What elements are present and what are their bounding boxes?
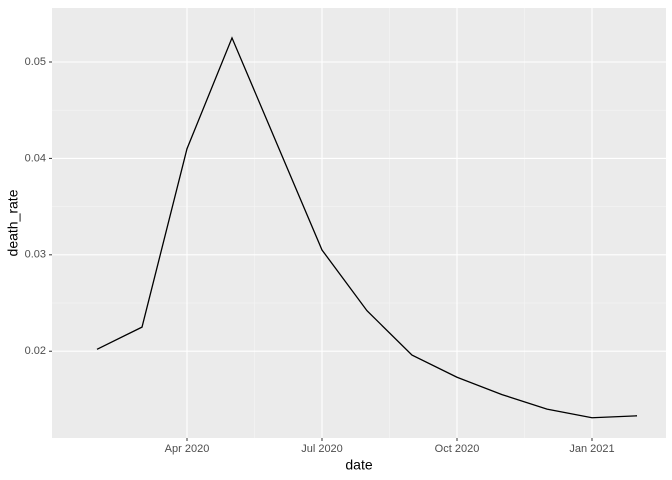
panel bbox=[52, 8, 666, 438]
x-tick-label: Oct 2020 bbox=[435, 443, 480, 455]
x-axis-title: date bbox=[345, 457, 372, 473]
x-tick-label: Jan 2021 bbox=[569, 443, 614, 455]
y-tick-label: 0.04 bbox=[25, 152, 46, 164]
data-line bbox=[96, 36, 638, 419]
y-tick-label: 0.05 bbox=[25, 56, 46, 68]
x-tick-label: Jul 2020 bbox=[301, 443, 343, 455]
y-axis-title: death_rate bbox=[5, 189, 21, 256]
x-tick-label: Apr 2020 bbox=[165, 443, 210, 455]
y-tick-label: 0.02 bbox=[25, 345, 46, 357]
y-tick-label: 0.03 bbox=[25, 249, 46, 261]
